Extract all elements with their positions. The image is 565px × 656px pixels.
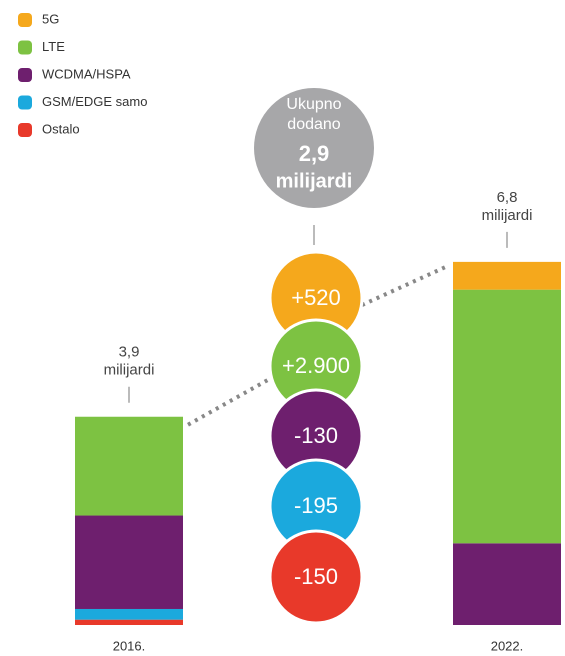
legend-label: 5G [42, 11, 59, 26]
change-label: -130 [294, 423, 338, 448]
total-bubble-unit: milijardi [276, 170, 353, 192]
dotted-connector [187, 370, 283, 427]
legend-swatch [18, 68, 32, 82]
bar-segment [75, 619, 183, 625]
bar-segment [75, 608, 183, 620]
legend-swatch [18, 95, 32, 110]
bar-segment [453, 289, 561, 544]
total-bubble-value: 2,9 [299, 141, 330, 166]
change-label: -150 [294, 564, 338, 589]
total-value: 3,9 [119, 344, 140, 361]
change-label: +520 [291, 285, 341, 310]
legend-label: LTE [42, 39, 65, 54]
total-bubble-text: dodano [287, 116, 340, 133]
legend-swatch [18, 13, 32, 27]
legend-label: Ostalo [42, 121, 80, 136]
legend-label: WCDMA/HSPA [42, 66, 131, 81]
change-label: -195 [294, 493, 338, 518]
change-bubble [268, 529, 364, 625]
legend-label: GSM/EDGE samo [42, 94, 147, 109]
change-label: +2.900 [282, 353, 350, 378]
total-bubble [254, 88, 374, 208]
bar-segment [453, 261, 561, 290]
total-unit: milijardi [482, 207, 533, 224]
legend-swatch [18, 40, 32, 55]
category-label: 2016. [113, 638, 146, 653]
bar-segment [75, 416, 183, 516]
total-bubble-text: Ukupno [286, 96, 341, 113]
legend-swatch [18, 123, 32, 137]
bar-segment [75, 515, 183, 609]
bar-segment [453, 543, 561, 625]
total-unit: milijardi [104, 362, 155, 379]
total-value: 6,8 [497, 189, 518, 206]
category-label: 2022. [491, 638, 524, 653]
dotted-connector [361, 264, 449, 307]
